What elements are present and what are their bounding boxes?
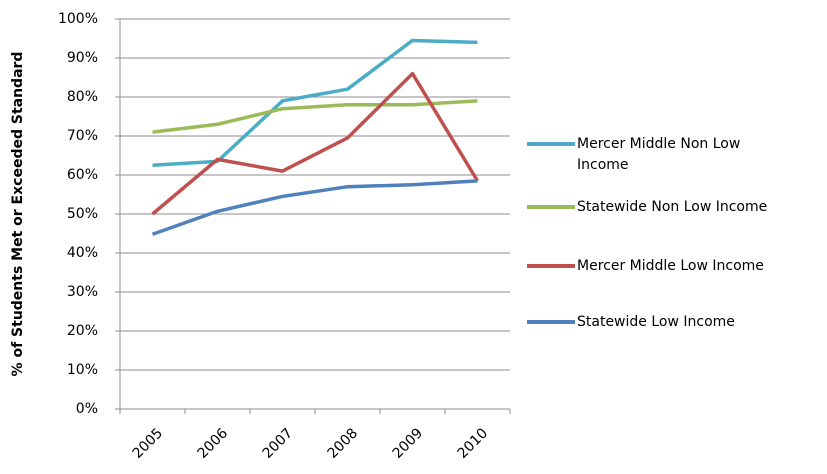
y-axis-title: % of Students Met or Exceeded Standard	[10, 52, 26, 377]
y-tick-label: 80%	[67, 89, 98, 105]
y-tick-label: 40%	[67, 245, 98, 261]
legend-swatch	[527, 142, 575, 146]
x-tick-label: 2009	[390, 425, 427, 462]
x-tick-label: 2010	[455, 425, 492, 462]
series-line	[151, 179, 478, 236]
legend-label: Statewide Low Income	[577, 314, 735, 330]
y-tick-label: 20%	[67, 323, 98, 339]
legend-label: Mercer Middle Non Low Income	[577, 136, 741, 173]
x-tick-label: 2007	[260, 425, 297, 462]
legend-item: Statewide Non Low Income	[527, 197, 817, 218]
legend-swatch	[527, 264, 575, 268]
legend-label: Statewide Non Low Income	[577, 199, 768, 215]
legend-label: Mercer Middle Low Income	[577, 258, 764, 274]
x-tick-label: 2006	[195, 425, 232, 462]
x-tick-label: 2008	[325, 425, 362, 462]
legend-item: Mercer Middle Non Low Income	[527, 134, 817, 176]
legend-item: Statewide Low Income	[527, 312, 817, 333]
y-tick-label: 10%	[67, 362, 98, 378]
series-line	[151, 71, 479, 216]
y-tick-label: 0%	[76, 401, 98, 417]
y-tick-label: 50%	[67, 206, 98, 222]
y-tick-label: 100%	[58, 11, 98, 27]
series-line	[152, 99, 478, 134]
y-tick-label: 70%	[67, 128, 98, 144]
y-tick-label: 90%	[67, 50, 98, 66]
y-tick-label: 60%	[67, 167, 98, 183]
x-tick-label: 2005	[130, 425, 167, 462]
legend-swatch	[527, 205, 575, 209]
legend-swatch	[527, 320, 575, 324]
legend-item: Mercer Middle Low Income	[527, 256, 817, 277]
y-tick-label: 30%	[67, 284, 98, 300]
series-line	[152, 38, 478, 167]
